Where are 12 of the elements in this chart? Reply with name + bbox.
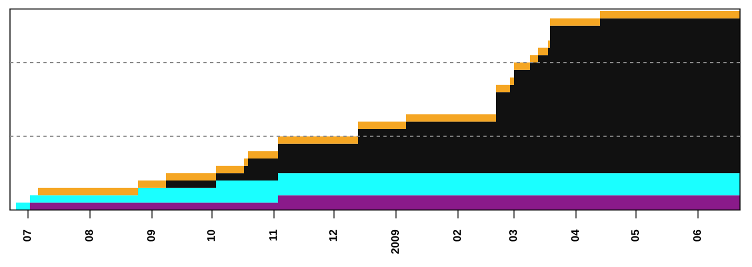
x-tick-label: 05: [631, 230, 639, 242]
x-tick-label: 03: [509, 230, 517, 242]
x-tick-label: 04: [571, 230, 579, 242]
x-tick-label: 02: [453, 230, 461, 242]
x-tick-label: 06: [693, 230, 701, 242]
x-tick-label: 07: [23, 230, 31, 242]
x-tick-label: 2009: [391, 230, 399, 254]
x-tick-label: 09: [147, 230, 155, 242]
x-tick-label: 10: [207, 230, 215, 242]
x-tick-label: 12: [329, 230, 337, 242]
x-tick-label: 11: [269, 230, 277, 240]
x-tick-label: 08: [85, 230, 93, 242]
